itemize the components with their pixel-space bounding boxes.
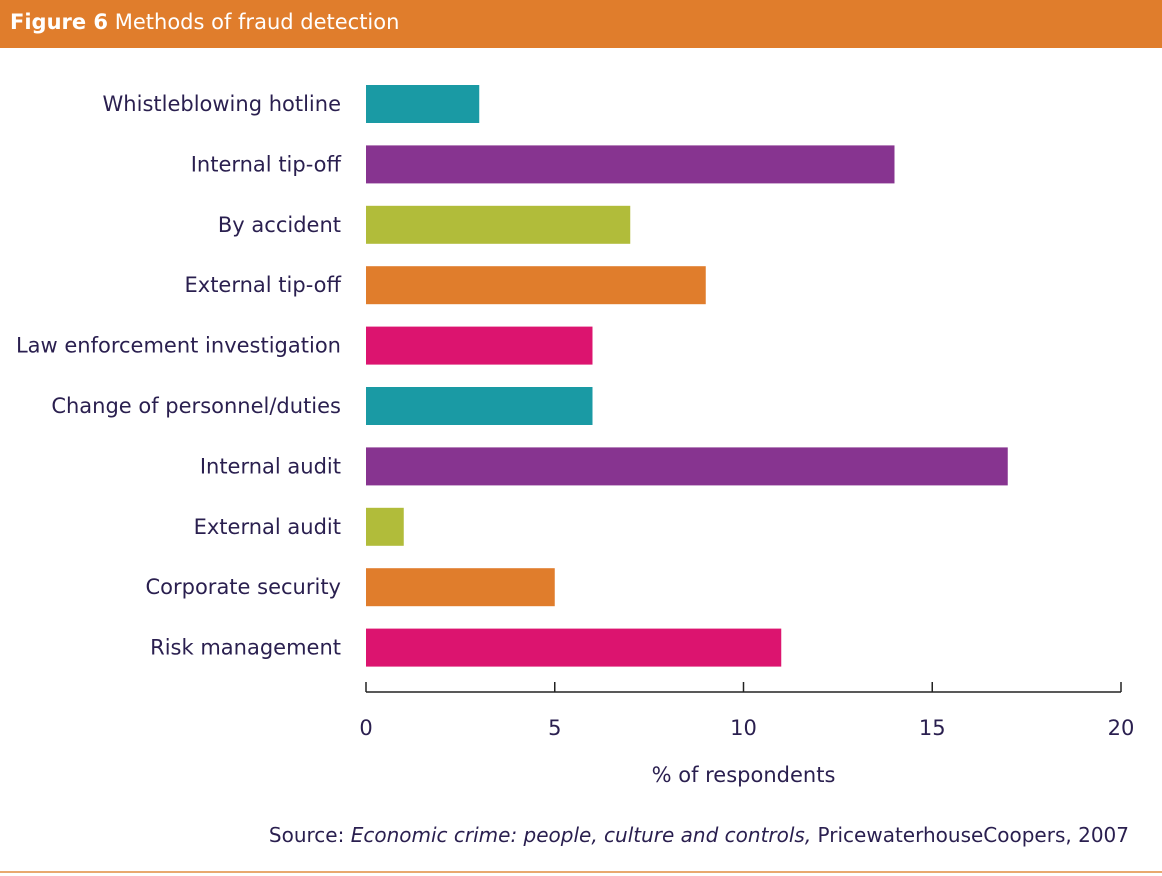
category-label: Corporate security [145,575,341,599]
category-label: External tip-off [185,273,342,297]
bar-chart: Whistleblowing hotline Internal tip-off By… [16,85,1135,787]
x-tick-label: 20 [1108,716,1135,740]
bar [366,628,782,667]
x-tick-label: 15 [919,716,946,740]
footer-rule [0,871,1162,873]
source-prefix: Source: [268,823,351,847]
bar [366,205,631,244]
category-label: Law enforcement investigation [16,334,341,358]
bar [366,145,895,184]
figure-number: Figure 6 [10,10,109,34]
figure-header-bar: Figure 6 Methods of fraud detection [0,0,1162,48]
bar [366,387,593,425]
bar [366,326,593,365]
category-label: Internal audit [200,454,341,478]
category-label: External audit [194,515,341,539]
figure-title-text: Methods of fraud detection [114,10,400,34]
x-tick-label: 5 [548,716,561,740]
category-label: By accident [218,213,341,237]
category-label: Whistleblowing hotline [103,92,341,116]
x-axis-label: % of respondents [652,763,836,787]
bar [366,568,555,607]
bar [366,266,706,305]
x-tick-label: 0 [359,716,372,740]
figure-title: Figure 6 Methods of fraud detection [10,9,399,35]
x-tick-label: 10 [730,716,757,740]
category-label: Risk management [150,636,341,660]
category-label: Internal tip-off [191,152,342,176]
bar [366,447,1008,486]
category-label: Change of personnel/duties [51,394,341,418]
source-suffix: PricewaterhouseCoopers, 2007 [811,823,1129,847]
source-title: Economic crime: people, culture and cont… [350,823,812,847]
bar [366,507,404,546]
source-note: Source: Economic crime: people, culture … [269,822,1129,848]
bar [366,85,480,123]
